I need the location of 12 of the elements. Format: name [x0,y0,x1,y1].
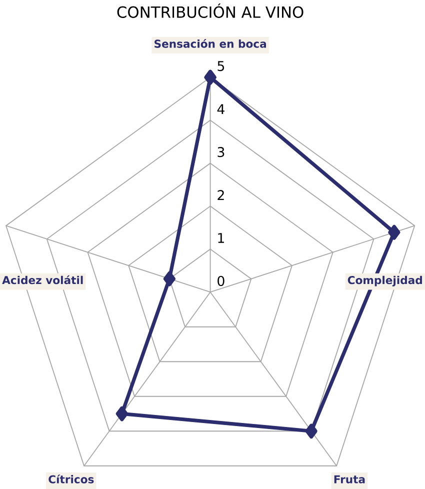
spoke-label: Acidez volátil [2,275,83,284]
y-tick-label: 5 [218,61,224,72]
spoke-label: Complejidad [348,276,422,286]
y-tick-label: 4 [217,104,225,114]
spoke-label: Fruta [334,475,365,484]
y-tick-label: 2 [218,190,224,200]
spoke-label: Cítricos [48,474,94,484]
y-tick-label: 1 [218,233,224,243]
y-tick-label: 0 [218,276,224,286]
y-tick-label: 3 [218,146,224,158]
chart-title: CONTRIBUCIÓN AL VINO [117,3,304,18]
spoke-label: Sensación en boca [154,39,266,48]
